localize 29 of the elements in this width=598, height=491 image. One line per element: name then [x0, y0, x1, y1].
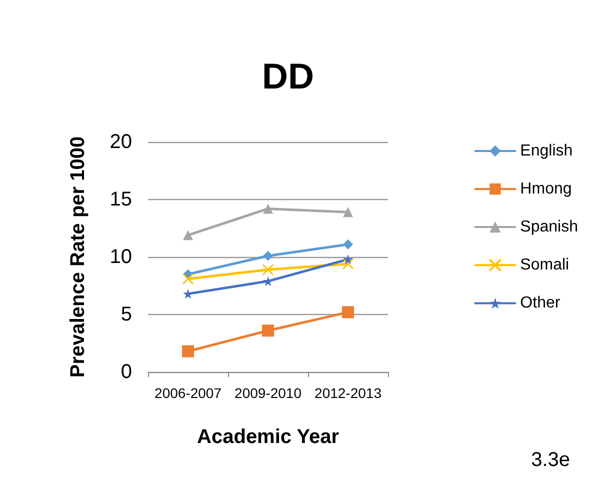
point — [262, 264, 274, 276]
y-tick-label: 0 — [120, 361, 132, 383]
point — [183, 230, 193, 240]
legend-label: Other — [520, 294, 561, 312]
point — [343, 254, 353, 264]
point — [263, 250, 273, 261]
legend-label: Spanish — [520, 218, 578, 236]
y-tick-label: 20 — [110, 131, 132, 153]
legend-label: Somali — [520, 256, 570, 274]
x-tick-label: 2006-2007 — [154, 385, 222, 401]
point — [182, 273, 194, 285]
point — [182, 345, 194, 358]
legend-label: Hmong — [520, 180, 572, 198]
point — [262, 324, 274, 337]
point — [342, 258, 354, 270]
chart-title: DD — [262, 56, 314, 96]
y-tick-label: 15 — [110, 188, 132, 210]
x-axis-title: Academic Year — [197, 426, 340, 448]
point — [343, 239, 353, 250]
x-tick-label: 2009-2010 — [234, 385, 302, 401]
legend-label: English — [520, 142, 573, 160]
point — [342, 306, 354, 318]
y-tick-label: 10 — [110, 246, 132, 268]
point — [343, 207, 353, 218]
y-axis-title: Prevalence Rate per 1000 — [67, 136, 89, 378]
text: 3.3e — [531, 449, 570, 471]
y-tick-label: 5 — [120, 304, 132, 326]
point — [263, 204, 273, 214]
x-tick-label: 2012-2013 — [314, 385, 382, 401]
